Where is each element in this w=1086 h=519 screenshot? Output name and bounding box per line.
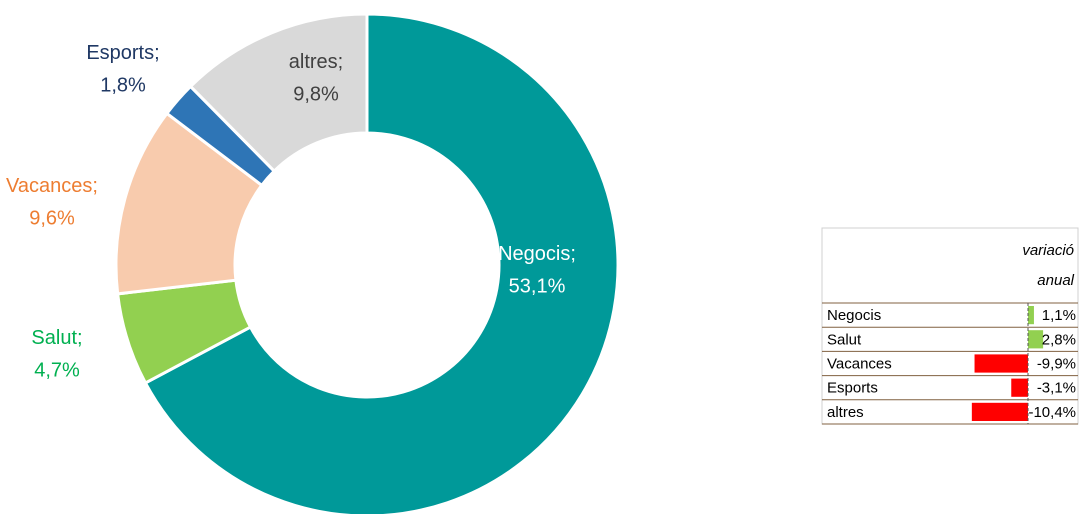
row-value: -3,1% — [1037, 380, 1076, 397]
value-label: 9,8% — [293, 83, 339, 105]
label-separator: ; — [77, 327, 83, 349]
category-name: Esports — [86, 42, 154, 64]
row-value: -9,9% — [1037, 355, 1076, 372]
category-name: altres — [289, 51, 338, 73]
category-name: Negocis — [498, 243, 570, 265]
value-label: 9,6% — [29, 207, 75, 229]
label-separator: ; — [154, 42, 160, 64]
category-name: Vacances — [6, 175, 92, 197]
donut: Negocis;53,1%Salut;4,7%Vacances;9,6%Espo… — [6, 12, 620, 518]
value-label: 4,7% — [34, 359, 80, 381]
table-header: variació — [1022, 242, 1074, 259]
table-header: anual — [1037, 272, 1074, 289]
row-name: Vacances — [827, 355, 892, 372]
row-value: 1,1% — [1042, 307, 1076, 324]
donut-slice — [188, 12, 369, 174]
row-name: Negocis — [827, 307, 881, 324]
data-bar — [1028, 330, 1044, 349]
row-value: 2,8% — [1042, 331, 1076, 348]
row-name: Esports — [827, 380, 878, 397]
row-value: -10,4% — [1028, 404, 1076, 421]
data-bar — [1028, 306, 1034, 325]
row-name: altres — [827, 404, 864, 421]
label-separator: ; — [570, 243, 576, 265]
data-label: altres; — [289, 51, 343, 73]
data-label: Salut; — [31, 327, 82, 349]
data-bar — [1011, 378, 1028, 397]
label-separator: ; — [338, 51, 344, 73]
value-label: 1,8% — [100, 74, 146, 96]
data-bar — [971, 402, 1028, 421]
category-name: Salut — [31, 327, 77, 349]
row-name: Salut — [827, 331, 862, 348]
data-label: Negocis; — [498, 243, 576, 265]
data-bar — [974, 354, 1028, 373]
value-label: 53,1% — [509, 275, 566, 297]
label-separator: ; — [92, 175, 98, 197]
data-label: Esports; — [86, 42, 159, 64]
table: variació anual Negocis 1,1% Salut 2,8% Vacan… — [821, 227, 1079, 425]
donut-slice — [143, 12, 620, 518]
data-label: Vacances; — [6, 175, 98, 197]
